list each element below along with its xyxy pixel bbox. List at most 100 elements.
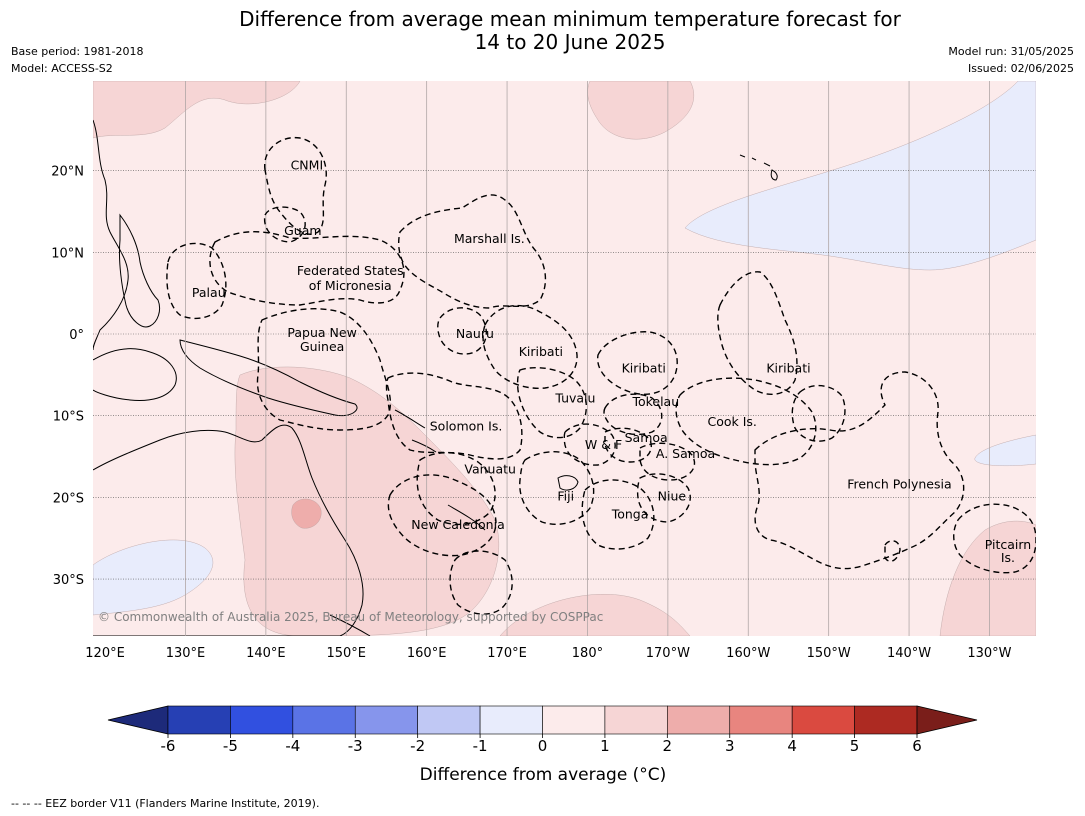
colorbar-tick-label: -1 [473, 737, 488, 755]
region-label: Marshall Is. [454, 231, 525, 246]
colorbar-swatch [230, 705, 294, 735]
x-tick-label: 160°E [407, 646, 447, 661]
colorbar-tick-label: -3 [348, 737, 363, 755]
y-axis-ticks: 20°N 10°N 0° 10°S 20°S 30°S [51, 165, 84, 588]
warm-patch-australia [234, 366, 500, 636]
colorbar: -6 -5 -4 -3 -2 -1 0 1 2 3 4 5 6 Difference from avera… [107, 705, 978, 785]
anomaly-field [93, 81, 1036, 636]
eez-tonga [581, 479, 655, 550]
eez-fsm [209, 231, 405, 306]
eez-kiribati-c [597, 331, 678, 395]
eez-french-polynesia [754, 371, 965, 570]
eez-png [256, 308, 392, 431]
meta-left: Base period: 1981-2018 Model: ACCESS-S2 [11, 43, 143, 77]
colorbar-under-arrow [107, 705, 169, 735]
eez-palau [166, 242, 227, 320]
base-period: Base period: 1981-2018 [11, 45, 144, 58]
colorbar-swatch [791, 705, 855, 735]
chart-title: Difference from average mean minimum tem… [0, 8, 1085, 54]
y-tick-label: 30°S [53, 573, 84, 588]
colorbar-tick-label: 5 [850, 737, 860, 755]
region-label: Samoa [625, 430, 668, 445]
region-label: Solomon Is. [430, 418, 503, 433]
eez-wallis-futuna [563, 423, 616, 466]
copyright-notice: © Commonwealth of Australia 2025, Bureau… [98, 610, 603, 624]
region-label: A. Samoa [656, 446, 715, 461]
eez-am-samoa [639, 442, 696, 481]
cool-patch-east [974, 434, 1036, 466]
colorbar-tick-label: 6 [912, 737, 922, 755]
region-label: Palau [192, 285, 226, 300]
region-label: Papua New [287, 325, 356, 340]
colorbar-title: Difference from average (°C) [420, 765, 667, 785]
region-label: W & F [585, 437, 622, 452]
x-axis-ticks: 120°E 130°E 140°E 150°E 160°E 170°E 180° 170°W 1… [85, 646, 1011, 661]
x-tick-label: 180° [572, 646, 603, 661]
x-tick-label: 140°W [887, 646, 931, 661]
eez-vanuatu [416, 452, 496, 526]
warm-patch-strong [291, 498, 322, 529]
colorbar-tick-label: 4 [787, 737, 797, 755]
region-label: Kiribati [519, 344, 563, 359]
coast-new-guinea [179, 339, 358, 417]
region-label: Tokelau [631, 394, 679, 409]
colorbar-tick-label: 0 [538, 737, 548, 755]
region-label: Nauru [456, 326, 494, 341]
colorbar-tick-label: 3 [725, 737, 735, 755]
x-tick-label: 140°E [246, 646, 286, 661]
meta-right: Model run: 31/05/2025 Issued: 02/06/2025 [948, 43, 1074, 77]
coast-new-zealand [329, 614, 371, 636]
model-name: Model: ACCESS-S2 [11, 62, 113, 75]
colorbar-swatch [854, 705, 918, 735]
colorbar-tick-label: -2 [410, 737, 425, 755]
region-label: Fiji [557, 489, 574, 504]
coast-asia [93, 119, 129, 351]
y-tick-label: 20°N [51, 165, 84, 180]
warm-patch-nw [93, 81, 301, 139]
colorbar-over-arrow [916, 705, 978, 735]
colorbar-swatch [667, 705, 731, 735]
coast-fiji [557, 475, 579, 491]
warm-patch-southeast [939, 520, 1036, 636]
x-tick-label: 150°W [807, 646, 851, 661]
x-tick-label: 130°W [967, 646, 1011, 661]
eez-legend-note: -- -- -- EEZ border V11 (Flanders Marine… [11, 797, 320, 810]
coast-philippines [118, 213, 161, 328]
x-tick-label: 120°E [85, 646, 125, 661]
colorbar-tick-label: -4 [285, 737, 300, 755]
eez-tuvalu [516, 367, 587, 439]
coast-borneo-sulawesi [93, 348, 177, 401]
region-label: New Caledonia [411, 517, 504, 532]
issued-date: Issued: 02/06/2025 [967, 62, 1074, 75]
eez-cnmi [264, 136, 327, 235]
region-label: Kiribati [766, 360, 810, 375]
coast-australia [93, 424, 364, 636]
y-tick-label: 0° [69, 328, 84, 343]
colorbar-swatch [542, 705, 606, 735]
coastlines [93, 119, 778, 636]
coast-hawaii [739, 154, 778, 181]
region-label: Is. [1001, 550, 1015, 565]
x-tick-label: 170°W [646, 646, 690, 661]
x-tick-label: 170°E [487, 646, 527, 661]
eez-tokelau [603, 393, 663, 436]
colorbar-swatch [167, 705, 231, 735]
y-tick-label: 20°S [53, 491, 84, 506]
model-run: Model run: 31/05/2025 [948, 45, 1074, 58]
colorbar-swatch [417, 705, 481, 735]
y-tick-label: 10°N [51, 246, 84, 261]
eez-nauru [437, 307, 487, 355]
region-label: Niue [658, 489, 687, 504]
region-label: Tonga [611, 507, 649, 522]
eez-fiji [519, 451, 595, 526]
x-tick-label: 150°E [326, 646, 366, 661]
colorbar-tick-label: -5 [223, 737, 238, 755]
eez-kiribati-w [482, 304, 578, 389]
coast-new-caledonia [447, 504, 486, 531]
eez-samoa [604, 427, 652, 463]
colorbar-swatch [292, 705, 356, 735]
colorbar-tick-label: -6 [161, 737, 176, 755]
colorbar-tick-label: 1 [600, 737, 610, 755]
